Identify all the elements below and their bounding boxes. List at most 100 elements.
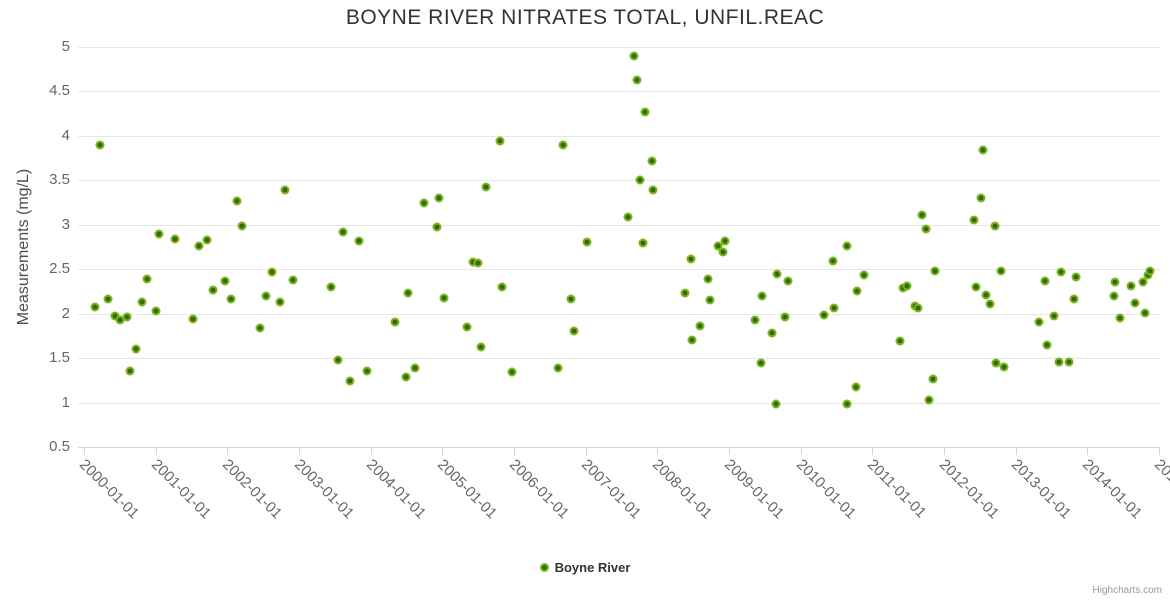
data-point[interactable] xyxy=(632,75,642,85)
data-point[interactable] xyxy=(151,306,161,316)
data-point[interactable] xyxy=(1069,294,1079,304)
data-point[interactable] xyxy=(434,193,444,203)
data-point[interactable] xyxy=(95,140,105,150)
data-point[interactable] xyxy=(275,297,285,307)
data-point[interactable] xyxy=(1042,340,1052,350)
data-point[interactable] xyxy=(1040,276,1050,286)
data-point[interactable] xyxy=(558,140,568,150)
data-point[interactable] xyxy=(1115,313,1125,323)
data-point[interactable] xyxy=(991,358,1001,368)
data-point[interactable] xyxy=(194,241,204,251)
data-point[interactable] xyxy=(115,315,125,325)
data-point[interactable] xyxy=(842,241,852,251)
data-point[interactable] xyxy=(338,227,348,237)
data-point[interactable] xyxy=(767,328,777,338)
data-point[interactable] xyxy=(410,363,420,373)
data-point[interactable] xyxy=(103,294,113,304)
data-point[interactable] xyxy=(720,236,730,246)
data-point[interactable] xyxy=(780,312,790,322)
data-point[interactable] xyxy=(473,258,483,268)
data-point[interactable] xyxy=(783,276,793,286)
data-point[interactable] xyxy=(978,145,988,155)
data-point[interactable] xyxy=(999,362,1009,372)
data-point[interactable] xyxy=(750,315,760,325)
data-point[interactable] xyxy=(928,374,938,384)
data-point[interactable] xyxy=(131,344,141,354)
data-point[interactable] xyxy=(142,274,152,284)
data-point[interactable] xyxy=(288,275,298,285)
data-point[interactable] xyxy=(680,288,690,298)
data-point[interactable] xyxy=(1138,277,1148,287)
data-point[interactable] xyxy=(976,193,986,203)
data-point[interactable] xyxy=(771,399,781,409)
data-point[interactable] xyxy=(895,336,905,346)
data-point[interactable] xyxy=(756,358,766,368)
data-point[interactable] xyxy=(439,293,449,303)
data-point[interactable] xyxy=(401,372,411,382)
data-point[interactable] xyxy=(255,323,265,333)
data-point[interactable] xyxy=(1140,308,1150,318)
data-point[interactable] xyxy=(969,215,979,225)
data-point[interactable] xyxy=(851,382,861,392)
data-point[interactable] xyxy=(713,241,723,251)
data-point[interactable] xyxy=(403,288,413,298)
data-point[interactable] xyxy=(468,257,478,267)
data-point[interactable] xyxy=(208,285,218,295)
data-point[interactable] xyxy=(1126,281,1136,291)
data-point[interactable] xyxy=(362,366,372,376)
data-point[interactable] xyxy=(647,156,657,166)
data-point[interactable] xyxy=(125,366,135,376)
data-point[interactable] xyxy=(687,335,697,345)
data-point[interactable] xyxy=(829,303,839,313)
data-point[interactable] xyxy=(718,247,728,257)
data-point[interactable] xyxy=(202,235,212,245)
data-point[interactable] xyxy=(90,302,100,312)
data-point[interactable] xyxy=(462,322,472,332)
data-point[interactable] xyxy=(507,367,517,377)
data-point[interactable] xyxy=(640,107,650,117)
data-point[interactable] xyxy=(913,303,923,313)
data-point[interactable] xyxy=(481,182,491,192)
data-point[interactable] xyxy=(220,276,230,286)
data-point[interactable] xyxy=(828,256,838,266)
data-point[interactable] xyxy=(635,175,645,185)
data-point[interactable] xyxy=(1056,267,1066,277)
data-point[interactable] xyxy=(705,295,715,305)
data-point[interactable] xyxy=(188,314,198,324)
legend-item-boyne-river[interactable]: Boyne River xyxy=(0,560,1170,575)
data-point[interactable] xyxy=(924,395,934,405)
data-point[interactable] xyxy=(232,196,242,206)
data-point[interactable] xyxy=(757,291,767,301)
data-point[interactable] xyxy=(902,281,912,291)
data-point[interactable] xyxy=(419,198,429,208)
data-point[interactable] xyxy=(1145,266,1155,276)
data-point[interactable] xyxy=(569,326,579,336)
data-point[interactable] xyxy=(497,282,507,292)
data-point[interactable] xyxy=(1071,272,1081,282)
data-point[interactable] xyxy=(122,312,132,322)
data-point[interactable] xyxy=(842,399,852,409)
data-point[interactable] xyxy=(985,299,995,309)
data-point[interactable] xyxy=(686,254,696,264)
data-point[interactable] xyxy=(1034,317,1044,327)
data-point[interactable] xyxy=(170,234,180,244)
data-point[interactable] xyxy=(772,269,782,279)
data-point[interactable] xyxy=(326,282,336,292)
data-point[interactable] xyxy=(629,51,639,61)
data-point[interactable] xyxy=(1049,311,1059,321)
data-point[interactable] xyxy=(1054,357,1064,367)
data-point[interactable] xyxy=(623,212,633,222)
data-point[interactable] xyxy=(333,355,343,365)
data-point[interactable] xyxy=(1110,277,1120,287)
data-point[interactable] xyxy=(582,237,592,247)
data-point[interactable] xyxy=(390,317,400,327)
data-point[interactable] xyxy=(996,266,1006,276)
data-point[interactable] xyxy=(354,236,364,246)
data-point[interactable] xyxy=(921,224,931,234)
data-point[interactable] xyxy=(990,221,1000,231)
data-point[interactable] xyxy=(495,136,505,146)
data-point[interactable] xyxy=(930,266,940,276)
data-point[interactable] xyxy=(280,185,290,195)
data-point[interactable] xyxy=(703,274,713,284)
highcharts-credits-link[interactable]: Highcharts.com xyxy=(1092,585,1162,596)
